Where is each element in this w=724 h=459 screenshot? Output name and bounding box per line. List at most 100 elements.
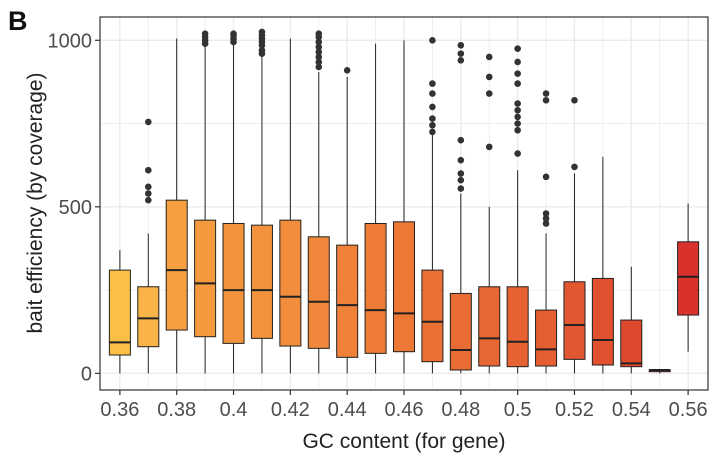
x-tick-label: 0.54: [612, 399, 651, 421]
y-tick-label: 500: [59, 197, 92, 219]
box: [449, 292, 472, 371]
outlier-point: [542, 90, 550, 97]
y-tick-label: 0: [81, 363, 92, 385]
outlier-point: [144, 190, 152, 197]
box-group: [478, 53, 501, 374]
box-group: [449, 42, 472, 374]
outlier-point: [144, 118, 152, 126]
outlier-point: [343, 66, 351, 74]
box-group: [677, 203, 700, 352]
box: [279, 219, 302, 347]
outlier-point: [429, 103, 436, 111]
x-tick-label: 0.38: [157, 399, 196, 421]
outlier-point: [144, 166, 152, 174]
outlier-point: [542, 220, 550, 227]
box: [137, 286, 160, 348]
panel-label: B: [8, 6, 28, 36]
box-group: [137, 118, 160, 374]
outlier-point: [514, 126, 521, 134]
x-tick-label: 0.48: [441, 399, 480, 421]
outlier-point: [144, 196, 152, 204]
outlier-point: [315, 53, 323, 61]
box-group: [506, 45, 529, 374]
box-group: [535, 90, 558, 374]
box-group: [591, 156, 614, 374]
outlier-point: [514, 45, 521, 52]
x-tick-label: 0.36: [100, 399, 139, 421]
box: [165, 199, 188, 331]
outlier-point: [201, 30, 209, 37]
x-tick-label: 0.42: [271, 399, 310, 421]
outlier-point: [315, 30, 323, 37]
outlier-point: [457, 156, 465, 164]
outlier-point: [485, 53, 493, 61]
outlier-point: [542, 96, 550, 104]
outlier-point: [315, 38, 323, 46]
box-group: [165, 38, 188, 374]
boxes-layer: [108, 28, 700, 374]
x-tick-label: 0.46: [385, 399, 424, 421]
box: [194, 219, 217, 338]
outlier-point: [485, 90, 493, 97]
outlier-point: [457, 56, 465, 64]
outlier-point: [429, 37, 436, 44]
x-tick-label: 0.56: [669, 399, 708, 421]
box: [307, 236, 330, 349]
box-group: [279, 38, 302, 374]
outlier-point: [514, 106, 521, 114]
box-group: [250, 28, 273, 374]
outlier-point: [315, 43, 323, 51]
outlier-point: [514, 58, 521, 66]
y-axis-title: bait efficiency (by coverage): [24, 72, 47, 333]
outlier-point: [429, 128, 436, 136]
outlier-point: [542, 173, 550, 181]
box: [506, 286, 529, 368]
x-tick-label: 0.44: [328, 399, 367, 421]
outlier-point: [514, 100, 521, 107]
x-axis-title: GC content (for gene): [302, 430, 505, 453]
box-group: [421, 37, 444, 374]
box-group: [392, 40, 416, 374]
outlier-point: [514, 70, 521, 77]
outlier-point: [230, 30, 237, 37]
outlier-point: [315, 58, 323, 66]
outlier-point: [514, 113, 521, 121]
box: [563, 281, 586, 360]
outlier-point: [485, 143, 493, 151]
outlier-point: [429, 115, 436, 122]
x-tick-label: 0.52: [555, 399, 594, 421]
outlier-point: [258, 47, 266, 54]
box: [535, 309, 558, 367]
box: [478, 286, 501, 367]
box: [222, 222, 245, 344]
outlier-point: [429, 90, 436, 97]
box-group: [648, 369, 671, 374]
box-group: [194, 30, 217, 374]
box-group: [307, 30, 330, 374]
outlier-point: [315, 48, 323, 56]
outlier-point: [514, 150, 521, 157]
x-tick-label: 0.4: [220, 399, 248, 421]
outlier-point: [457, 50, 465, 57]
box-group: [336, 66, 359, 374]
outlier-point: [542, 210, 550, 217]
box-group: [108, 250, 131, 374]
box: [108, 269, 131, 356]
outlier-point: [457, 176, 465, 184]
outlier-point: [457, 42, 465, 49]
outlier-point: [571, 96, 578, 104]
box-group: [620, 266, 643, 374]
box: [250, 224, 273, 339]
box: [677, 241, 700, 316]
y-tick-label: 1000: [48, 30, 93, 52]
outlier-point: [457, 170, 465, 177]
box-group: [222, 30, 245, 374]
outlier-point: [514, 120, 521, 127]
box: [364, 222, 387, 354]
outlier-point: [429, 121, 436, 129]
outlier-point: [542, 215, 550, 222]
box: [620, 319, 643, 368]
box-group: [563, 96, 586, 374]
box-group: [364, 43, 387, 374]
